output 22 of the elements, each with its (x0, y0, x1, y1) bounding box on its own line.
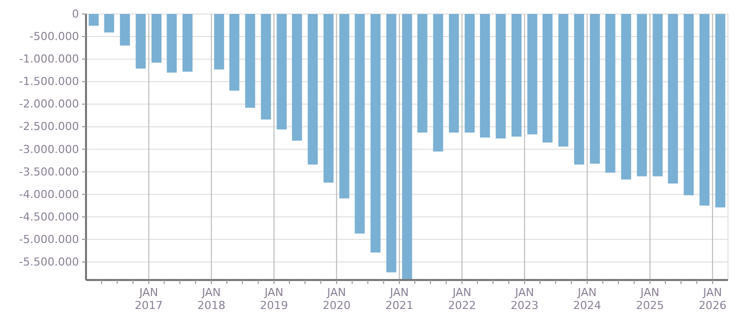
x-tick-label: JAN 2017 (134, 286, 163, 312)
x-tick-label: JAN 2019 (260, 286, 288, 312)
y-tick-label: -5.500.000 (19, 255, 79, 268)
y-tick-label: -2.500.000 (19, 120, 79, 134)
x-tick-label: JAN 2022 (448, 286, 476, 312)
x-tick-label: JAN 2023 (510, 286, 539, 312)
y-tick-label: 0 (72, 8, 79, 21)
x-tick-label: JAN 2018 (197, 286, 226, 312)
x-tick-label: JAN 2026 (698, 286, 727, 312)
x-tick-label: JAN 2025 (636, 286, 664, 312)
y-tick-label: -4.000.000 (19, 188, 79, 201)
y-tick-label: -2.000.000 (19, 98, 79, 111)
y-tick-label: -3.000.000 (19, 142, 79, 156)
y-tick-label: -4.500.000 (19, 210, 79, 224)
y-tick-label: -500.000 (30, 30, 79, 44)
x-tick-label: JAN 2024 (573, 286, 602, 312)
y-tick-label: -1.000.000 (19, 52, 79, 66)
y-tick-label: -1.500.000 (19, 75, 79, 88)
y-tick-label: -5.000.000 (19, 232, 79, 246)
x-tick-label: JAN 2021 (385, 286, 414, 312)
y-tick-label: -3.500.000 (19, 165, 79, 178)
x-tick-label: JAN 2020 (322, 286, 351, 312)
